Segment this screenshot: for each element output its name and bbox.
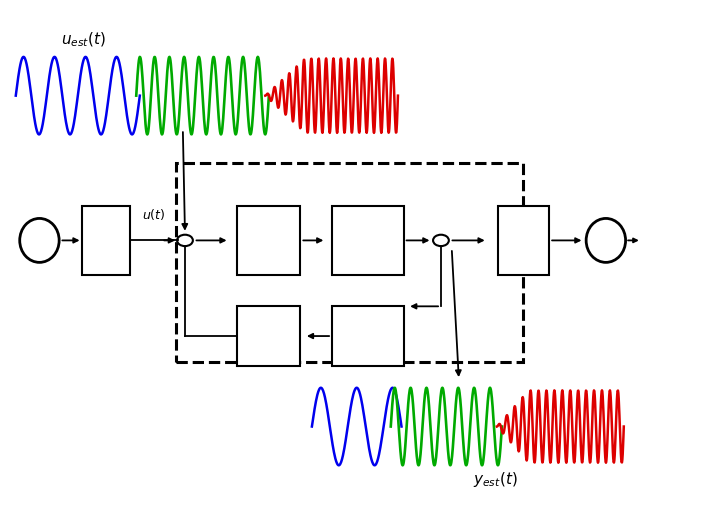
Bar (332, 205, 404, 275)
Bar (237, 306, 300, 366)
Bar (498, 205, 549, 275)
Bar (332, 306, 404, 366)
Text: $u(t)$: $u(t)$ (143, 207, 166, 222)
Ellipse shape (20, 218, 59, 262)
Bar (237, 205, 300, 275)
Text: $u_{est}(t)$: $u_{est}(t)$ (61, 31, 106, 49)
Ellipse shape (587, 218, 625, 262)
Text: $y_{est}(t)$: $y_{est}(t)$ (473, 470, 518, 490)
Bar (82, 205, 130, 275)
